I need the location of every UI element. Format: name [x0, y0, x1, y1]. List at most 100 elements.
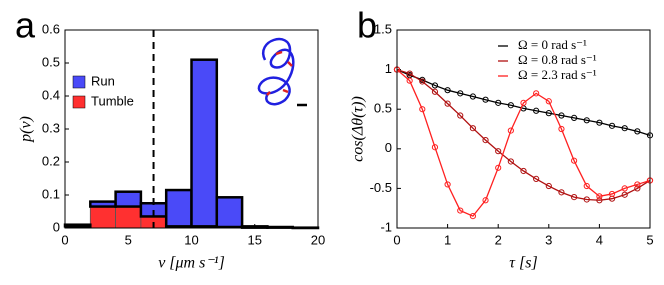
data-point [608, 122, 616, 129]
legend-label: Ω = 0 rad s⁻¹ [518, 37, 587, 52]
data-point [495, 99, 502, 106]
data-point [533, 175, 540, 182]
bar [215, 196, 244, 229]
data-point [419, 106, 426, 113]
x-tick-label: 2 [495, 232, 502, 247]
x-tick-label: 5 [125, 232, 132, 247]
data-point [533, 90, 540, 97]
data-point [558, 112, 565, 119]
x-tick-label: 20 [311, 232, 325, 247]
bar [89, 206, 117, 229]
y-tick-label: 1.5 [374, 21, 392, 36]
data-point [495, 164, 502, 171]
y-axis-label: p(v) [18, 116, 35, 143]
data-point [583, 117, 590, 124]
data-point [533, 107, 540, 114]
data-point [457, 90, 464, 97]
data-point [507, 127, 514, 134]
data-point [621, 185, 628, 192]
bar [114, 190, 143, 208]
data-point [545, 98, 552, 105]
data-point [444, 87, 451, 94]
data-point [406, 77, 413, 84]
series-line [396, 68, 651, 201]
data-point [596, 119, 603, 126]
data-point [431, 88, 439, 95]
axes-frame [64, 29, 319, 229]
series-line [396, 69, 651, 136]
x-tick-label: 0 [393, 232, 400, 247]
data-point [545, 110, 552, 117]
data-point [634, 128, 641, 135]
x-tick-label: 15 [248, 232, 262, 247]
bar [63, 223, 92, 228]
data-point [431, 144, 439, 151]
data-point [558, 189, 565, 196]
data-point [621, 191, 628, 198]
y-tick-label: 0 [385, 140, 392, 155]
y-tick-label: 0.3 [42, 120, 60, 135]
data-point [457, 207, 464, 214]
data-point [482, 136, 489, 144]
data-point [520, 167, 527, 175]
bar [190, 58, 219, 228]
x-tick-label: 1 [444, 232, 451, 247]
data-point [495, 148, 502, 155]
y-tick-label: 0.5 [374, 101, 392, 116]
y-tick-label: -0.5 [370, 180, 392, 195]
legend-swatch [72, 75, 86, 89]
legend-label: Ω = 0.8 rad s⁻¹ [518, 52, 597, 67]
data-point [444, 100, 451, 107]
y-tick-label: 0.1 [42, 186, 60, 201]
data-point [444, 181, 451, 188]
data-point [608, 190, 616, 198]
bar [164, 188, 193, 228]
data-point [507, 102, 514, 109]
bar [240, 225, 269, 229]
axes-frame [396, 29, 651, 229]
legend-label: Run [91, 73, 115, 88]
x-axis-label: v [μm s⁻¹] [158, 255, 225, 272]
data-point [634, 185, 641, 192]
data-point [583, 196, 590, 203]
data-point [571, 114, 578, 122]
bar [115, 206, 142, 229]
data-point [507, 158, 514, 165]
y-tick-label: 0.4 [42, 87, 60, 102]
x-tick-label: 4 [596, 232, 603, 247]
x-tick-label: 3 [545, 232, 552, 247]
data-point [406, 70, 413, 77]
series-line [396, 69, 651, 217]
x-tick-label: 0 [61, 232, 68, 247]
legend-label: Ω = 2.3 rad s⁻¹ [518, 67, 597, 82]
data-point [482, 96, 489, 103]
data-point [583, 182, 590, 190]
legend-label: Tumble [91, 93, 134, 108]
x-tick-label: 5 [646, 232, 653, 247]
data-point [596, 197, 603, 204]
x-axis-label: τ [s] [509, 255, 537, 272]
y-tick-label: -1 [380, 219, 392, 234]
data-point [571, 194, 578, 201]
data-point [457, 112, 464, 119]
x-tick-label: 10 [184, 232, 198, 247]
data-point [545, 182, 552, 190]
data-point [431, 82, 439, 89]
inset-trajectory [257, 38, 307, 107]
plot-area [393, 66, 654, 220]
data-point [419, 78, 426, 85]
data-point [634, 181, 641, 188]
data-point [558, 125, 565, 133]
y-tick-label: 0.6 [42, 21, 60, 36]
legend-swatch [72, 95, 86, 109]
data-point [596, 193, 603, 200]
data-point [469, 93, 476, 100]
data-point [621, 125, 628, 132]
panel-label: b [357, 5, 377, 46]
bar [89, 200, 117, 208]
data-point [469, 125, 476, 132]
data-point [520, 99, 527, 106]
data-point [482, 197, 489, 204]
y-tick-label: 0 [53, 219, 60, 234]
